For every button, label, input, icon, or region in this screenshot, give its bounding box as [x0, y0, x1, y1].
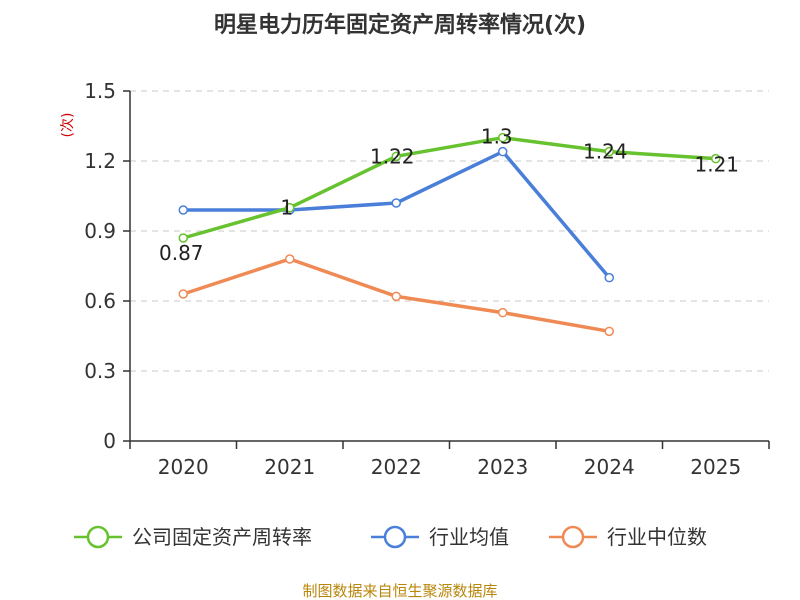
data-point-s1-3 — [498, 146, 508, 157]
data-label-2021: 1 — [280, 196, 293, 220]
data-point-s2-2 — [391, 291, 401, 302]
x-tick-label-2025: 2025 — [690, 455, 741, 479]
data-label-2022: 1.22 — [370, 144, 415, 168]
y-tick-label: 0 — [103, 429, 116, 453]
y-tick-label: 0.6 — [84, 289, 116, 313]
y-axis-unit: (次) — [60, 113, 76, 138]
data-point-s1-4 — [604, 272, 614, 283]
legend-marker-0 — [86, 525, 110, 549]
source-note: 制图数据来自恒生聚源数据库 — [302, 582, 497, 600]
legend: 公司固定资产周转率 行业均值 行业中位数 — [74, 525, 707, 549]
x-tick-label-2022: 2022 — [371, 455, 422, 479]
y-tick-labels: 0 0.3 0.6 0.9 1.2 1.5 — [84, 79, 116, 453]
x-tick-label-2020: 2020 — [158, 455, 209, 479]
data-point-s0-1 — [285, 202, 295, 213]
y-tick-label: 1.2 — [84, 149, 116, 173]
data-point-s0-0 — [178, 233, 188, 243]
data-point-s0-2 — [391, 151, 401, 162]
legend-marker-1 — [383, 525, 407, 549]
data-point-s1-0 — [178, 205, 188, 215]
y-tick-label: 1.5 — [84, 79, 116, 103]
legend-marker-2 — [561, 525, 585, 549]
chart-title: 明星电力历年固定资产周转率情况(次) — [214, 12, 586, 38]
series-line-0 — [181, 135, 718, 240]
data-label-2023: 1.3 — [481, 125, 513, 149]
data-point-s1-2 — [391, 198, 401, 208]
x-tick-label-2021: 2021 — [264, 455, 315, 479]
grid-lines — [130, 90, 769, 372]
axes — [123, 90, 770, 449]
data-label-2024: 1.24 — [583, 140, 628, 164]
legend-label-0: 公司固定资产周转率 — [132, 525, 312, 549]
data-point-s0-3 — [498, 132, 508, 143]
data-labels: 0.87 1 1.22 1.3 1.24 1.21 — [159, 125, 739, 265]
y-tick-label: 0.9 — [84, 219, 116, 243]
series-line-1 — [181, 149, 611, 280]
x-tick-label-2023: 2023 — [477, 455, 528, 479]
data-label-2025: 1.21 — [694, 153, 739, 177]
data-point-s2-4 — [604, 326, 614, 337]
data-point-s2-1 — [285, 254, 295, 264]
data-point-s2-0 — [178, 289, 188, 299]
data-label-2020: 0.87 — [159, 241, 204, 265]
data-point-s0-5 — [711, 153, 721, 164]
legend-label-2: 行业中位数 — [607, 525, 707, 549]
series-lines — [178, 132, 721, 337]
data-point-s0-4 — [604, 146, 614, 157]
x-tick-labels: 2020 2021 2022 2023 2024 2025 — [158, 455, 741, 479]
data-point-s2-3 — [498, 307, 508, 318]
y-tick-label: 0.3 — [84, 359, 116, 383]
legend-label-1: 行业均值 — [429, 525, 509, 549]
x-tick-label-2024: 2024 — [584, 455, 635, 479]
